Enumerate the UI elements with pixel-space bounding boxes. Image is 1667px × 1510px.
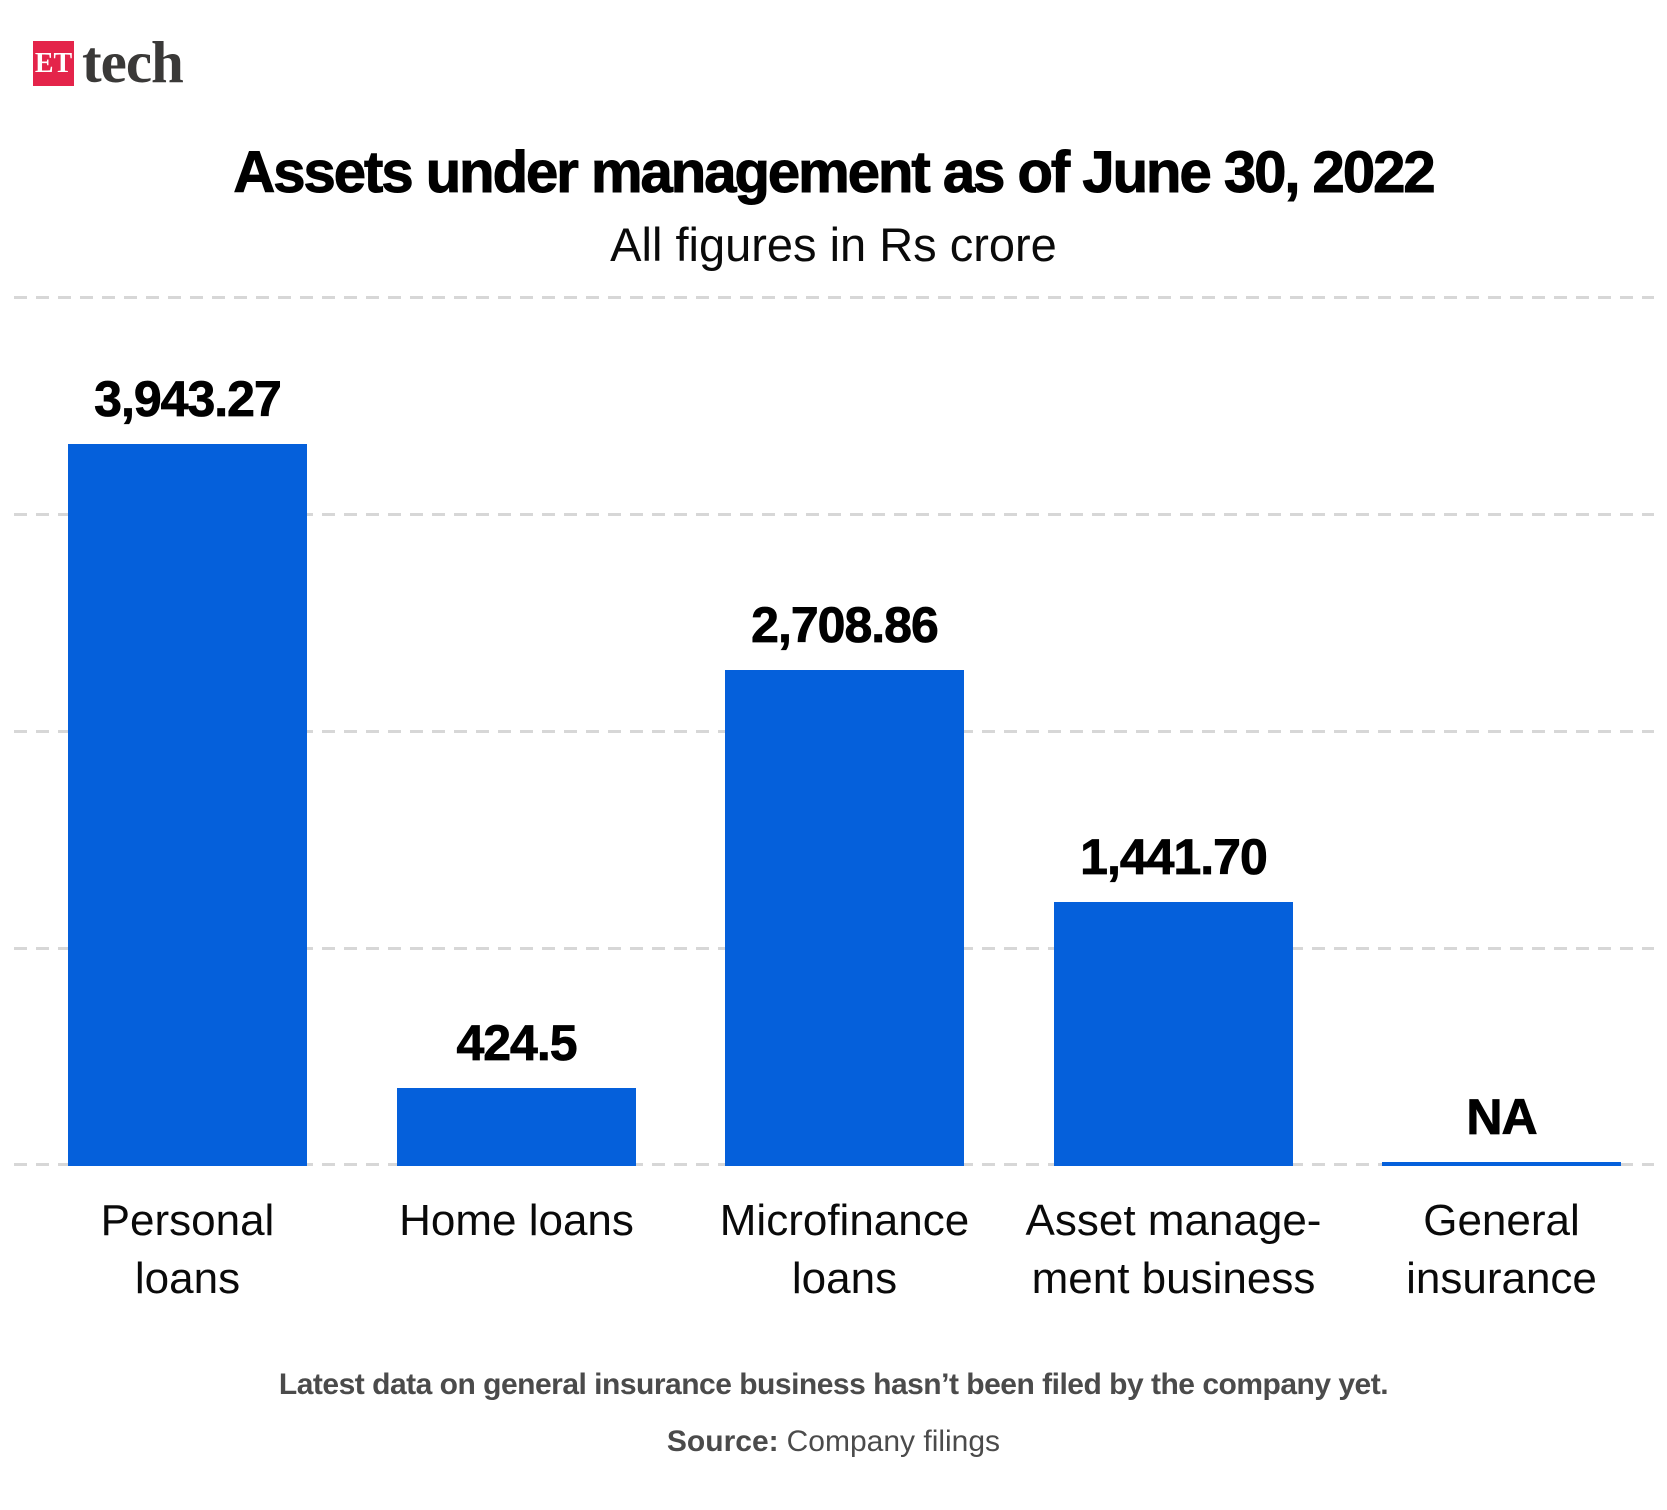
bar-general-insurance — [1382, 1162, 1621, 1166]
bar-value-label-general-insurance: NA — [1466, 1089, 1538, 1145]
category-label-microfinance-loans: Microfinance loans — [719, 1196, 970, 1303]
bar-value-label-home-loans: 424.5 — [456, 1015, 578, 1071]
bar-value-label-asset-management-business: 1,441.70 — [1080, 829, 1268, 885]
source-line: Source: Company filings — [0, 1423, 1667, 1461]
ettech-logo: ET tech — [33, 33, 333, 100]
category-label-personal-loans: Personal loans — [100, 1196, 275, 1303]
category-label-asset-management-business: Asset manage-ment business — [1025, 1196, 1322, 1303]
gridline — [14, 513, 1654, 516]
bar-home-loans — [397, 1088, 636, 1166]
category-label-home-loans: Home loans — [399, 1196, 634, 1245]
bar-value-label-personal-loans: 3,943.27 — [94, 371, 282, 427]
category-label-general-insurance: General insurance — [1406, 1196, 1597, 1303]
bar-microfinance-loans — [725, 670, 964, 1166]
source-value: Company filings — [786, 1425, 1001, 1458]
source-label: Source: — [666, 1425, 779, 1458]
bar-asset-management-business — [1054, 902, 1293, 1166]
ettech-wordmark: tech — [82, 29, 184, 95]
bar-personal-loans — [68, 444, 307, 1166]
bar-value-label-microfinance-loans: 2,708.86 — [751, 597, 939, 653]
chart-subtitle: All figures in Rs crore — [610, 218, 1057, 271]
footnote: Latest data on general insurance busines… — [278, 1368, 1389, 1401]
gridline — [14, 296, 1654, 299]
chart-title: Assets under management as of June 30, 2… — [233, 140, 1436, 205]
et-logo-mark: ET — [33, 41, 74, 86]
